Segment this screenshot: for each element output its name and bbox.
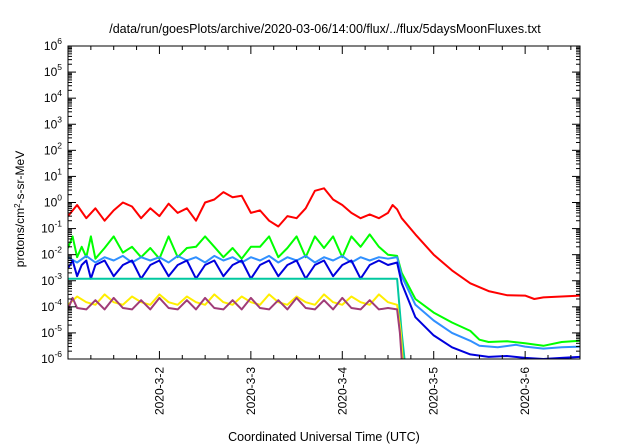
- y-tick-label: 104: [44, 88, 62, 105]
- tick-labels: 10-6 10-5 10-4 10-3 10-2 10-1 100 101 102 103 104 1…: [41, 36, 532, 415]
- series-line-5: [68, 277, 406, 359]
- x-tick-label: 2020-3-5: [427, 367, 441, 415]
- y-tick-label: 106: [44, 36, 62, 53]
- y-tick-label: 10-2: [41, 245, 62, 262]
- y-tick-label: 10-4: [41, 297, 62, 314]
- series-line-4: [68, 259, 580, 359]
- x-tick-label: 2020-3-3: [244, 367, 258, 415]
- chart-title: /data/run/goesPlots/archive/2020-03-06/1…: [109, 22, 541, 36]
- series-line-2: [68, 233, 580, 347]
- x-tick-label: 2020-3-4: [335, 367, 349, 415]
- y-tick-label: 10-5: [41, 323, 62, 340]
- y-tick-label: 103: [44, 114, 62, 131]
- y-axis-label-prefix: protons/cm: [13, 208, 27, 267]
- x-tick-label: 2020-3-6: [518, 367, 532, 415]
- series-group: [68, 187, 580, 359]
- y-tick-label: 10-1: [41, 219, 62, 236]
- series-line-7: [68, 296, 403, 359]
- y-tick-label: 101: [44, 166, 62, 183]
- y-tick-label: 10-6: [41, 349, 62, 366]
- y-tick-label: 105: [44, 62, 62, 79]
- y-axis-label: protons/cm2-s-sr-MeV: [13, 151, 28, 267]
- series-line-3: [68, 254, 580, 350]
- series-line-1: [68, 187, 580, 300]
- x-axis-label: Coordinated Universal Time (UTC): [228, 430, 420, 444]
- y-tick-label: 10-3: [41, 271, 62, 288]
- plot-frame: [67, 45, 581, 360]
- y-tick-label: 102: [44, 140, 62, 157]
- x-tick-label: 2020-3-2: [152, 367, 166, 415]
- y-tick-label: 100: [44, 193, 62, 210]
- y-axis-label-suffix: -s-sr-MeV: [13, 151, 27, 204]
- y-axis-label-sup: 2: [13, 203, 22, 208]
- series-line-6: [68, 293, 404, 359]
- axis-ticks: [68, 46, 580, 359]
